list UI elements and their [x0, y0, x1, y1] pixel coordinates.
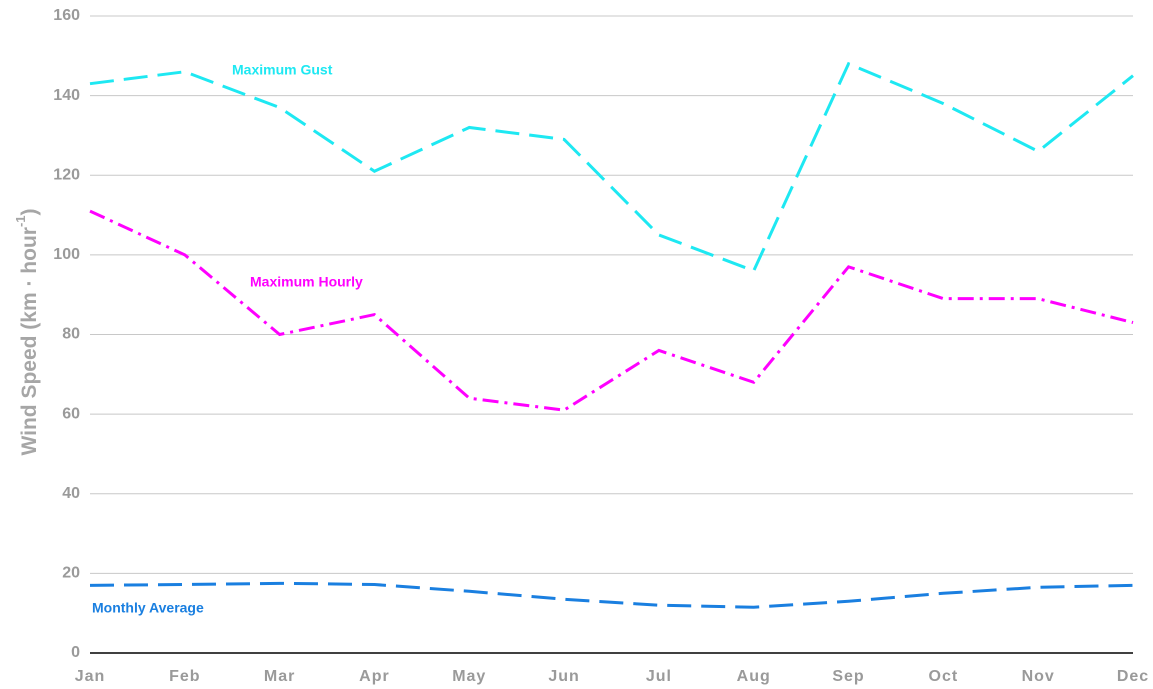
y-tick-label: 120	[53, 166, 80, 183]
y-tick-label: 0	[71, 644, 80, 661]
x-tick-label: Dec	[1117, 668, 1149, 685]
x-tick-label: Jan	[75, 668, 106, 685]
x-tick-label: Feb	[169, 668, 200, 685]
x-tick-label: May	[452, 668, 486, 685]
x-tick-label: Apr	[359, 668, 390, 685]
x-tick-label: Sep	[832, 668, 864, 685]
y-tick-label: 80	[62, 326, 80, 343]
y-tick-label: 60	[62, 405, 80, 422]
series-line	[89, 209, 1134, 412]
y-axis-label-suffix: )	[18, 208, 41, 215]
y-axis-label: Wind Speed (km · hour-1)	[13, 208, 40, 455]
series-label: Maximum Hourly	[250, 274, 363, 290]
x-tick-label: Nov	[1022, 668, 1055, 685]
x-tick-label: Aug	[737, 668, 771, 685]
y-axis-label-text: Wind Speed (km · hour	[18, 227, 41, 455]
x-tick-label: Jun	[548, 668, 579, 685]
y-tick-label: 20	[62, 565, 80, 582]
y-tick-label: 140	[53, 87, 80, 104]
x-tick-label: Mar	[264, 668, 295, 685]
x-tick-label: Jul	[646, 668, 672, 685]
x-tick-label: Oct	[929, 668, 959, 685]
series-line	[89, 581, 1134, 609]
series-line	[89, 61, 1134, 273]
y-tick-label: 40	[62, 485, 80, 502]
y-axis-label-superscript: -1	[13, 215, 28, 227]
y-tick-label: 160	[53, 7, 80, 24]
series-label: Monthly Average	[92, 600, 204, 616]
y-tick-label: 100	[53, 246, 80, 263]
series-label: Maximum Gust	[232, 62, 333, 78]
